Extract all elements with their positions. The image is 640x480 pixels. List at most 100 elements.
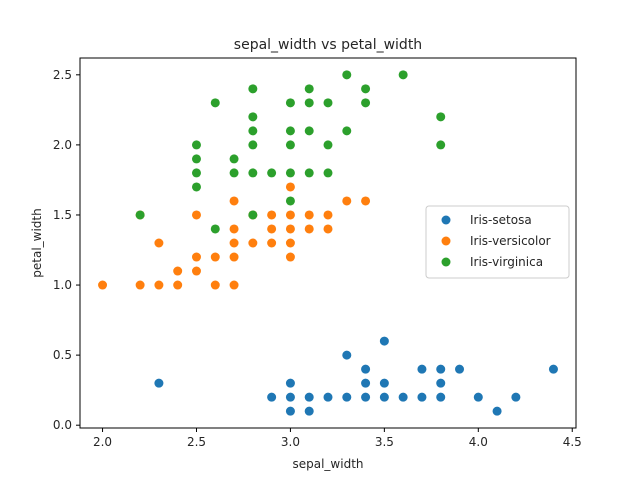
data-point-iris-virginica	[210, 224, 220, 234]
y-tick-label: 0.0	[53, 418, 72, 432]
data-point-iris-virginica	[267, 168, 277, 178]
data-point-iris-setosa	[548, 364, 558, 374]
data-point-iris-setosa	[417, 364, 427, 374]
data-point-iris-virginica	[436, 112, 446, 122]
data-point-iris-setosa	[492, 406, 502, 416]
data-point-iris-versicolor	[304, 224, 314, 234]
data-point-iris-virginica	[342, 70, 352, 80]
data-point-iris-setosa	[398, 392, 408, 402]
y-tick-label: 0.5	[53, 348, 72, 362]
data-point-iris-versicolor	[229, 224, 239, 234]
data-point-iris-virginica	[361, 84, 371, 94]
data-point-iris-versicolor	[154, 280, 164, 290]
data-point-iris-versicolor	[173, 266, 183, 276]
data-point-iris-virginica	[248, 140, 258, 150]
legend: Iris-setosa Iris-versicolor Iris-virginica	[425, 205, 570, 279]
data-point-iris-setosa	[304, 406, 314, 416]
data-point-iris-versicolor	[210, 252, 220, 262]
data-point-iris-versicolor	[267, 224, 277, 234]
data-point-iris-setosa	[285, 392, 295, 402]
data-point-iris-virginica	[304, 84, 314, 94]
legend-marker-iris-versicolor	[441, 236, 451, 246]
data-point-iris-virginica	[304, 168, 314, 178]
data-point-iris-virginica	[323, 98, 333, 108]
data-point-iris-versicolor	[285, 224, 295, 234]
data-point-iris-versicolor	[191, 210, 201, 220]
legend-marker-iris-setosa	[441, 215, 451, 225]
data-point-iris-virginica	[285, 98, 295, 108]
legend-box	[425, 205, 570, 279]
y-axis: 0.0 0.5 1.0 1.5 2.0 2.5	[53, 68, 80, 432]
series-iris-virginica	[135, 70, 446, 234]
legend-marker-iris-virginica	[441, 257, 451, 267]
points-layer	[98, 70, 558, 416]
data-point-iris-versicolor	[285, 238, 295, 248]
legend-label-iris-setosa: Iris-setosa	[470, 213, 532, 227]
data-point-iris-setosa	[436, 364, 446, 374]
data-point-iris-versicolor	[191, 252, 201, 262]
data-point-iris-setosa	[285, 406, 295, 416]
data-point-iris-versicolor	[285, 210, 295, 220]
data-point-iris-setosa	[342, 392, 352, 402]
data-point-iris-setosa	[154, 378, 164, 388]
data-point-iris-setosa	[417, 392, 427, 402]
data-point-iris-setosa	[267, 392, 277, 402]
data-point-iris-versicolor	[229, 280, 239, 290]
data-point-iris-setosa	[361, 378, 371, 388]
data-point-iris-versicolor	[342, 196, 352, 206]
data-point-iris-versicolor	[191, 266, 201, 276]
data-point-iris-setosa	[511, 392, 521, 402]
data-point-iris-virginica	[248, 210, 258, 220]
data-point-iris-virginica	[361, 98, 371, 108]
x-tick-label: 2.5	[187, 435, 206, 449]
data-point-iris-virginica	[342, 126, 352, 136]
data-point-iris-versicolor	[229, 196, 239, 206]
data-point-iris-virginica	[304, 98, 314, 108]
data-point-iris-virginica	[248, 112, 258, 122]
data-point-iris-virginica	[135, 210, 145, 220]
plot-frame	[79, 57, 577, 429]
data-point-iris-versicolor	[361, 196, 371, 206]
y-tick-label: 1.5	[53, 208, 72, 222]
data-point-iris-virginica	[229, 154, 239, 164]
data-point-iris-setosa	[379, 378, 389, 388]
data-point-iris-virginica	[323, 168, 333, 178]
y-tick-label: 2.0	[53, 138, 72, 152]
data-point-iris-setosa	[323, 392, 333, 402]
data-point-iris-setosa	[361, 364, 371, 374]
data-point-iris-virginica	[210, 98, 220, 108]
data-point-iris-versicolor	[229, 252, 239, 262]
data-point-iris-virginica	[191, 168, 201, 178]
data-point-iris-setosa	[361, 392, 371, 402]
data-point-iris-virginica	[248, 168, 258, 178]
x-tick-label: 4.5	[563, 435, 582, 449]
series-iris-setosa	[154, 336, 558, 416]
data-point-iris-virginica	[285, 196, 295, 206]
data-point-iris-versicolor	[173, 280, 183, 290]
data-point-iris-setosa	[379, 392, 389, 402]
data-point-iris-versicolor	[267, 238, 277, 248]
x-tick-label: 3.5	[375, 435, 394, 449]
data-point-iris-virginica	[285, 168, 295, 178]
data-point-iris-virginica	[436, 140, 446, 150]
data-point-iris-setosa	[285, 378, 295, 388]
data-point-iris-virginica	[285, 140, 295, 150]
data-point-iris-setosa	[342, 350, 352, 360]
data-point-iris-versicolor	[154, 238, 164, 248]
y-tick-label: 1.0	[53, 278, 72, 292]
data-point-iris-virginica	[191, 154, 201, 164]
data-point-iris-setosa	[436, 392, 446, 402]
data-point-iris-virginica	[304, 126, 314, 136]
data-point-iris-versicolor	[304, 210, 314, 220]
data-point-iris-setosa	[304, 392, 314, 402]
series-iris-versicolor	[98, 182, 371, 290]
data-point-iris-versicolor	[135, 280, 145, 290]
data-point-iris-versicolor	[285, 252, 295, 262]
chart-title: sepal_width vs petal_width	[234, 37, 422, 53]
data-point-iris-virginica	[191, 140, 201, 150]
data-point-iris-virginica	[285, 126, 295, 136]
data-point-iris-versicolor	[285, 182, 295, 192]
data-point-iris-versicolor	[323, 224, 333, 234]
x-tick-label: 3.0	[281, 435, 300, 449]
